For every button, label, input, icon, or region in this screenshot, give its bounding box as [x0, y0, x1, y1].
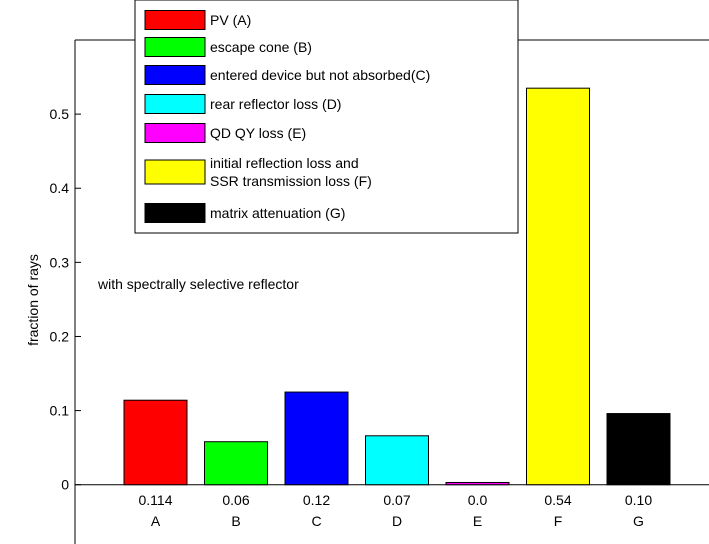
y-tick-label: 0.5 [50, 106, 70, 122]
legend-swatch [144, 159, 206, 185]
bars [123, 87, 671, 486]
y-tick-label: 0.1 [50, 403, 70, 419]
legend-swatch [144, 203, 206, 223]
legend-swatch [144, 10, 206, 30]
legend-swatch [144, 94, 206, 114]
value-label-G: 0.10 [625, 492, 652, 508]
bar-F [526, 87, 590, 486]
y-axis-label: fraction of rays [25, 254, 41, 346]
legend-label: QD QY loss (E) [210, 125, 306, 141]
labels: 0.114 A 0.06 B 0.12 C 0.07 D 0.0 E 0.54 F 0.10 G [139, 492, 653, 529]
bar-E [445, 481, 510, 486]
legend-label: initial reflection loss and SSR transmiss… [210, 155, 372, 189]
legend-swatch [144, 37, 206, 57]
category-label-D: D [392, 513, 402, 529]
legend-box [134, 0, 519, 234]
category-label-B: B [231, 513, 240, 529]
bar-G [606, 413, 671, 486]
value-label-B: 0.06 [222, 492, 249, 508]
value-label-E: 0.0 [468, 492, 488, 508]
bar-C [284, 391, 349, 486]
legend-label: rear reflector loss (D) [210, 96, 341, 112]
bar-B [204, 441, 268, 486]
value-label-F: 0.54 [544, 492, 571, 508]
chart-annotation: with spectrally selective reflector [97, 276, 299, 292]
category-label-A: A [151, 513, 161, 529]
y-tick-label: 0.3 [50, 254, 70, 270]
category-label-E: E [473, 513, 482, 529]
value-label-D: 0.07 [383, 492, 410, 508]
legend-label: entered device but not absorbed(C) [210, 67, 430, 83]
category-label-C: C [311, 513, 321, 529]
value-label-A: 0.114 [139, 492, 173, 508]
legend-swatch [144, 65, 206, 85]
legend: PV (A) escape cone (B) entered device but … [134, 0, 519, 234]
legend-swatch [144, 123, 206, 143]
category-label-F: F [554, 513, 563, 529]
category-label-G: G [633, 513, 644, 529]
y-tick-label: 0.4 [50, 180, 70, 196]
bar-D [365, 435, 429, 486]
bar-A [123, 399, 188, 486]
value-label-C: 0.12 [303, 492, 330, 508]
y-tick-label: 0.2 [50, 328, 70, 344]
y-tick-label: 0 [61, 477, 69, 493]
legend-label: escape cone (B) [210, 39, 312, 55]
legend-label: PV (A) [210, 12, 251, 28]
legend-label: matrix attenuation (G) [210, 205, 345, 221]
